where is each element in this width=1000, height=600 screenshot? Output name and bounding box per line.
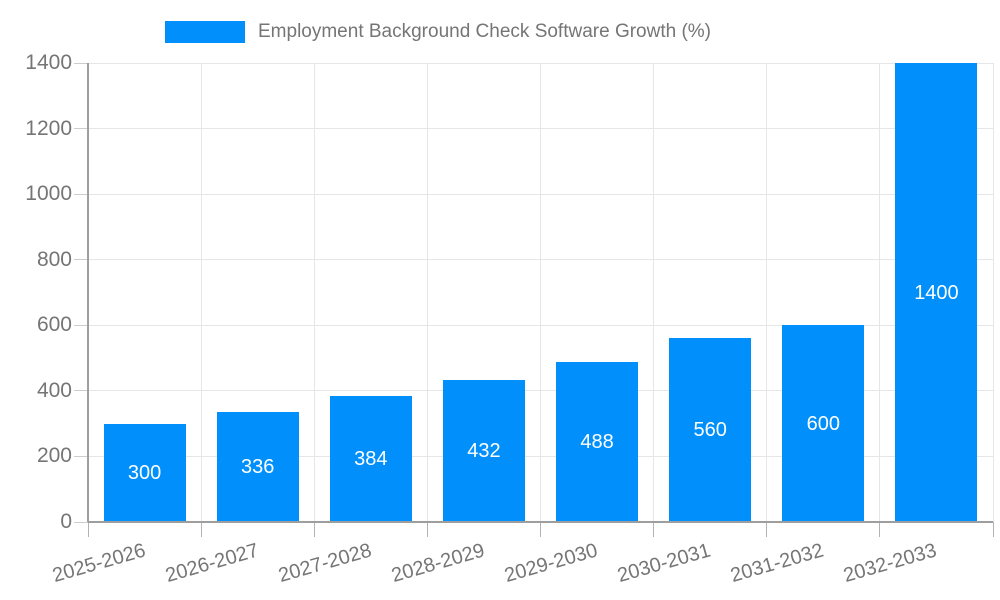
- x-axis-tick: [766, 522, 768, 537]
- y-axis-line: [87, 63, 89, 522]
- bar[interactable]: [442, 380, 525, 522]
- y-axis-tick: [74, 455, 88, 457]
- x-axis-tick: [426, 522, 428, 537]
- y-axis-tick-label: 200: [36, 444, 72, 468]
- x-gridline: [540, 63, 541, 522]
- bar[interactable]: [329, 396, 412, 522]
- legend-label: Employment Background Check Software Gro…: [258, 21, 712, 42]
- y-axis-tick-label: 800: [36, 247, 72, 271]
- legend-marker-swatch: [165, 21, 245, 43]
- y-axis-tick: [74, 521, 88, 523]
- y-axis-tick-label: 0: [60, 510, 72, 533]
- x-gridline: [313, 63, 315, 522]
- x-axis-tick: [992, 522, 994, 537]
- y-axis-tick: [74, 62, 88, 64]
- y-axis-tick: [74, 128, 88, 130]
- x-axis-tick: [87, 522, 89, 537]
- bar[interactable]: [782, 325, 865, 522]
- y-axis-tick: [74, 324, 88, 326]
- bar[interactable]: [103, 423, 186, 522]
- y-axis-tick-label: 400: [36, 378, 72, 402]
- y-axis-tick-label: 600: [36, 313, 72, 337]
- x-axis-tick: [540, 522, 541, 537]
- bar[interactable]: [895, 63, 978, 522]
- y-axis-tick: [74, 193, 88, 195]
- x-gridline: [200, 63, 202, 522]
- x-axis-tick: [879, 522, 881, 537]
- x-gridline: [879, 63, 881, 522]
- y-axis-tick-label: 1000: [25, 182, 72, 206]
- x-gridline: [653, 63, 655, 522]
- x-gridline: [426, 63, 428, 522]
- y-axis-tick-label: 1200: [25, 116, 72, 140]
- x-axis-line: [88, 521, 993, 523]
- x-axis-tick: [313, 522, 315, 537]
- bar[interactable]: [669, 338, 752, 522]
- bar[interactable]: [556, 362, 639, 522]
- y-axis-tick: [74, 390, 88, 392]
- x-gridline: [766, 63, 768, 522]
- legend-item[interactable]: Employment Background Check Software Gro…: [165, 21, 711, 43]
- y-axis-tick: [74, 259, 88, 261]
- x-axis-tick: [200, 522, 202, 537]
- y-axis-tick-label: 1400: [25, 51, 72, 74]
- bar[interactable]: [216, 411, 299, 522]
- x-axis-tick: [653, 522, 655, 537]
- x-gridline: [992, 63, 994, 522]
